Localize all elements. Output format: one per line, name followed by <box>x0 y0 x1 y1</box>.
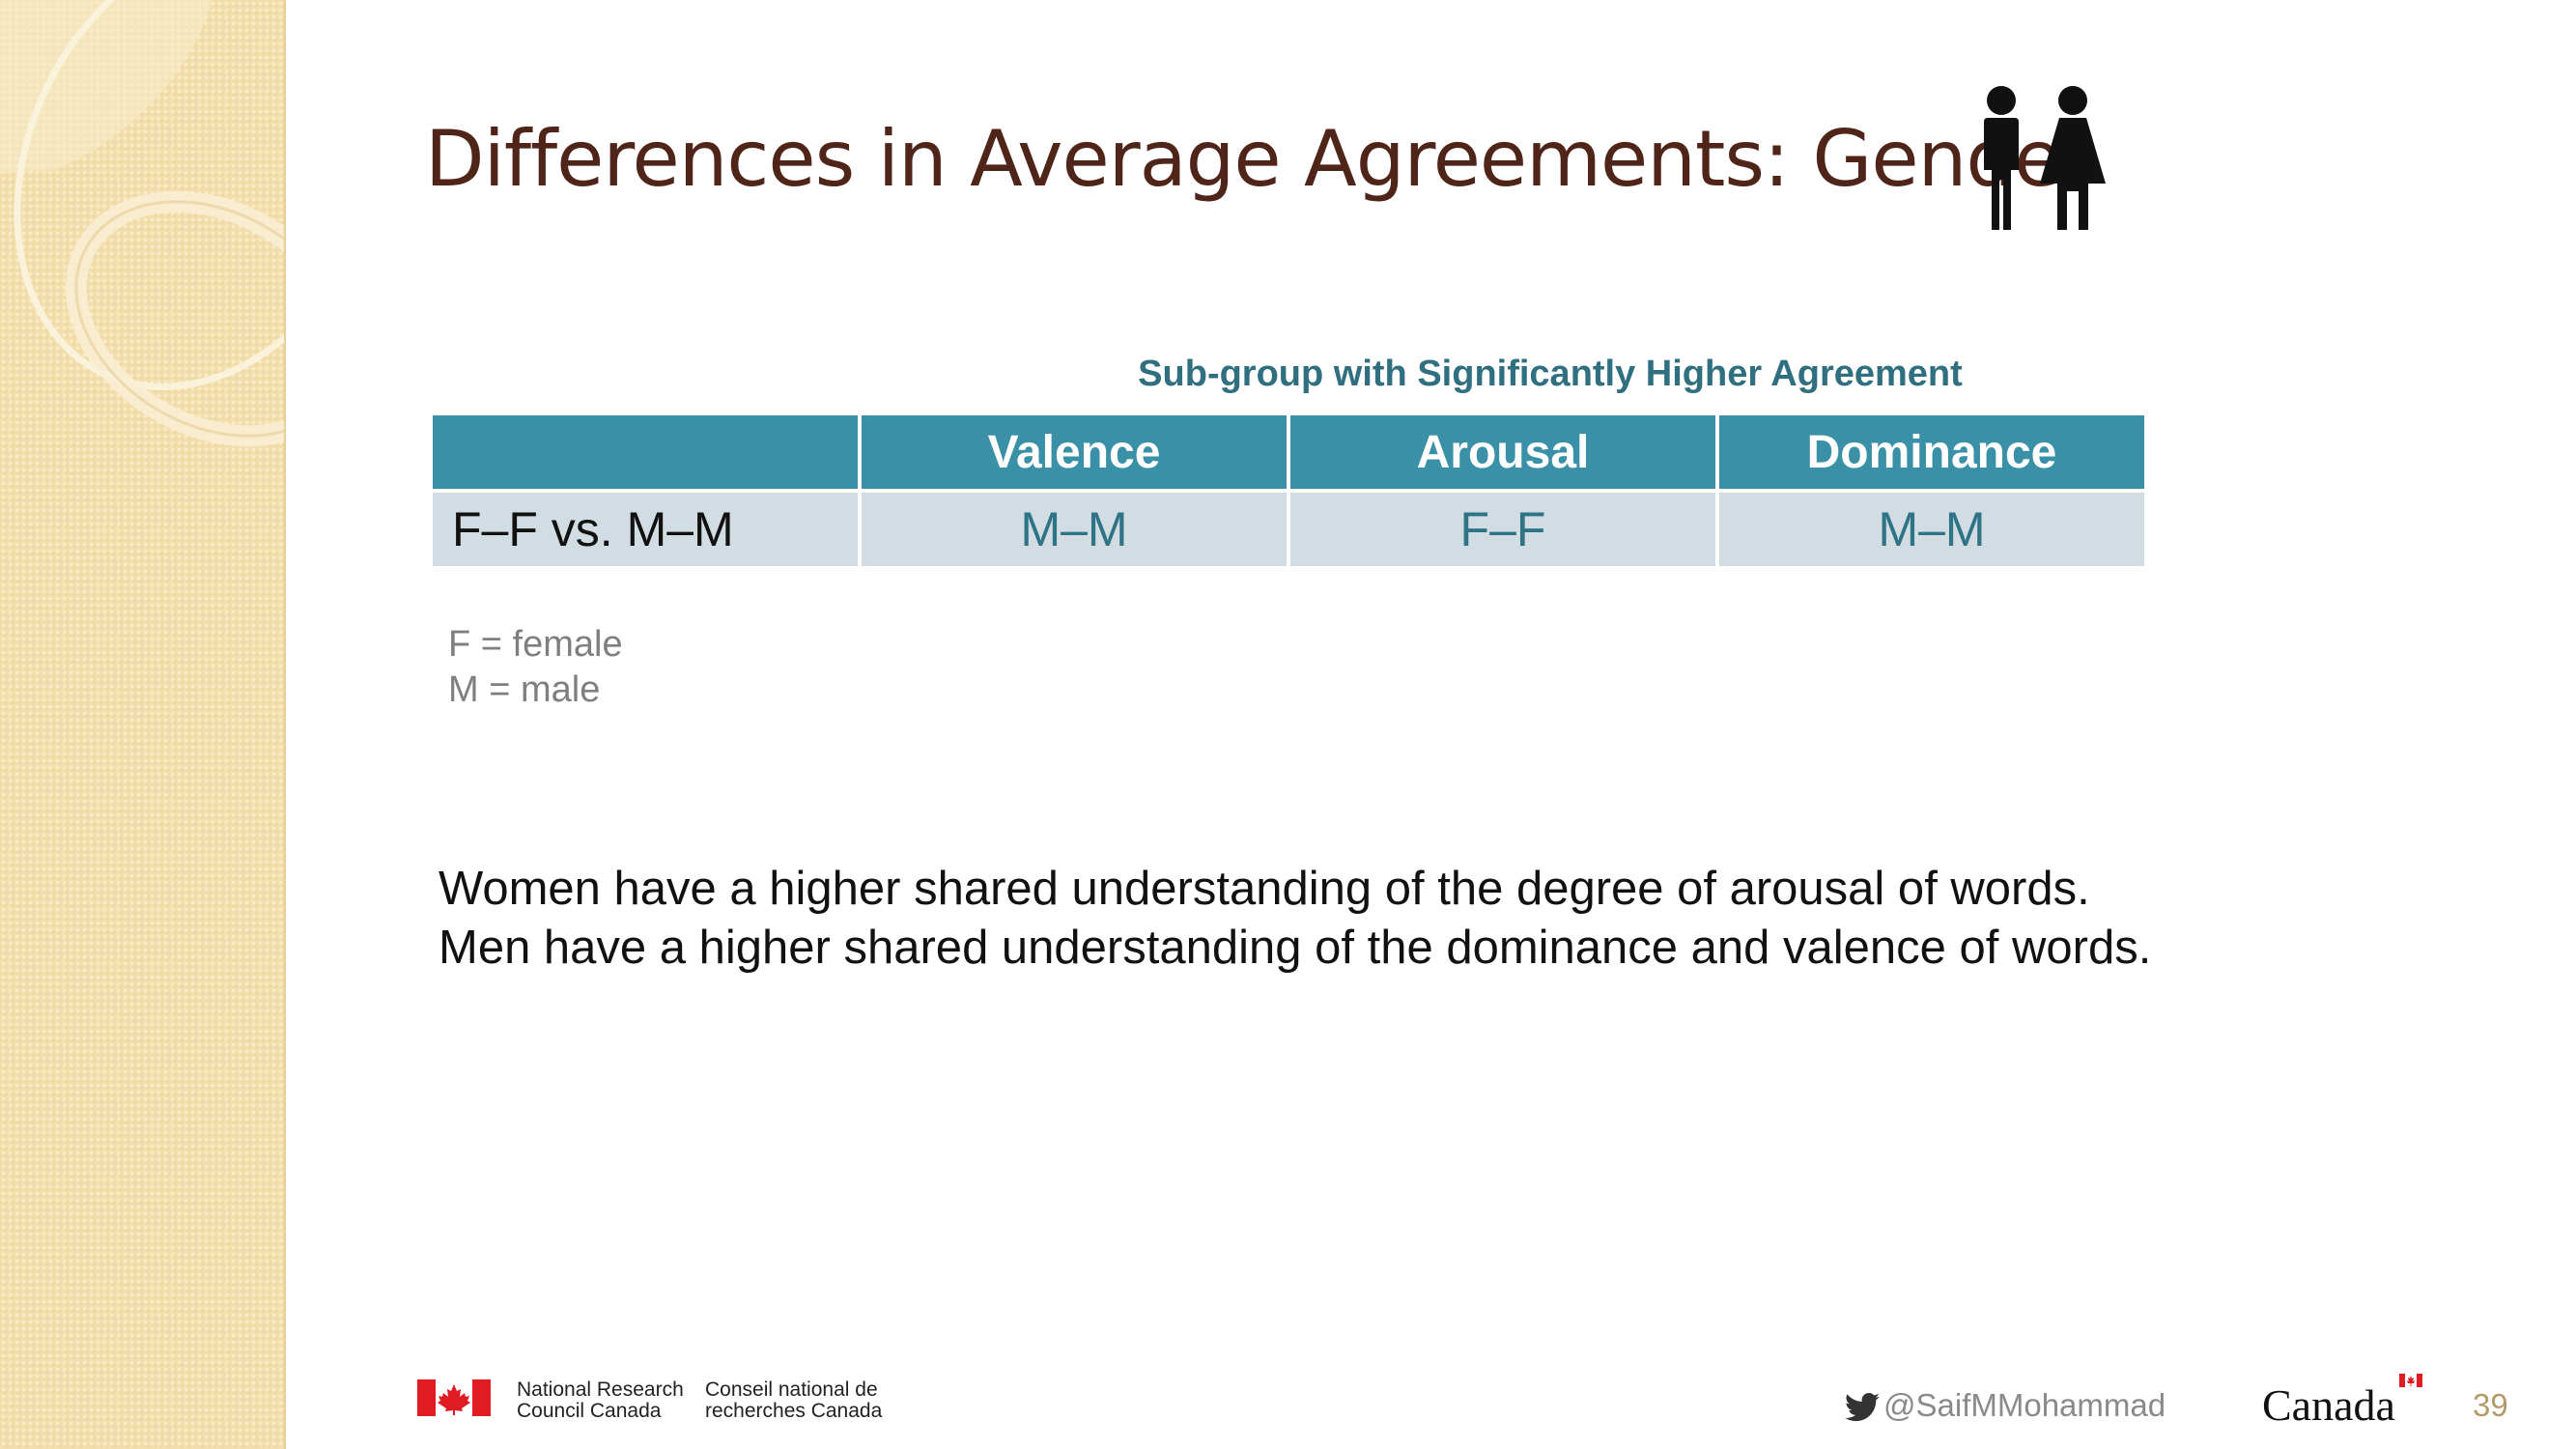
summary-text: Women have a higher shared understanding… <box>439 860 2151 978</box>
legend-male: M = male <box>448 669 601 710</box>
table-row: F–F vs. M–M M–M F–F M–M <box>433 493 2144 566</box>
page-number: 39 <box>2473 1387 2508 1423</box>
table-header-valence: Valence <box>862 415 1287 489</box>
table-header-empty <box>433 415 858 489</box>
nrc-french-name: Conseil national de recherches Canada <box>705 1378 883 1422</box>
small-canada-flag-icon <box>2399 1374 2422 1387</box>
cell-dominance: M–M <box>1719 493 2144 566</box>
canada-wordmark: Canada <box>2262 1374 2422 1431</box>
nrc-english-name: National Research Council Canada <box>517 1378 684 1422</box>
cell-arousal: F–F <box>1290 493 1715 566</box>
table-header-row: Valence Arousal Dominance <box>433 415 2144 489</box>
decorative-rings <box>0 0 284 447</box>
legend: F = female M = male <box>448 622 623 713</box>
slide-title: Differences in Average Agreements: Gende… <box>425 114 2092 204</box>
summary-line-men: Men have a higher shared understanding o… <box>439 922 2152 974</box>
canada-flag-icon <box>417 1379 491 1416</box>
decorative-sidebar <box>0 0 286 1449</box>
legend-female: F = female <box>448 624 623 665</box>
table-header-dominance: Dominance <box>1719 415 2144 489</box>
twitter-bird-icon <box>1845 1393 1880 1422</box>
agreement-table: Valence Arousal Dominance F–F vs. M–M M–… <box>429 412 2148 570</box>
twitter-handle-text: @SaifMMohammad <box>1883 1387 2166 1423</box>
cell-valence: M–M <box>862 493 1287 566</box>
row-label: F–F vs. M–M <box>433 493 858 566</box>
table-caption: Sub-group with Significantly Higher Agre… <box>1138 354 1963 394</box>
people-man-woman-icon <box>1984 86 2106 230</box>
table-header-arousal: Arousal <box>1290 415 1715 489</box>
summary-line-women: Women have a higher shared understanding… <box>439 863 2090 915</box>
twitter-handle[interactable]: @SaifMMohammad <box>1845 1387 2166 1424</box>
